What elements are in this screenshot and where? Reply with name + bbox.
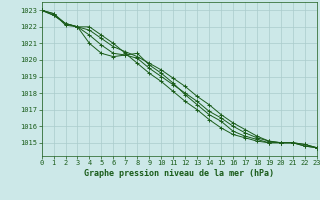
X-axis label: Graphe pression niveau de la mer (hPa): Graphe pression niveau de la mer (hPa) [84, 169, 274, 178]
